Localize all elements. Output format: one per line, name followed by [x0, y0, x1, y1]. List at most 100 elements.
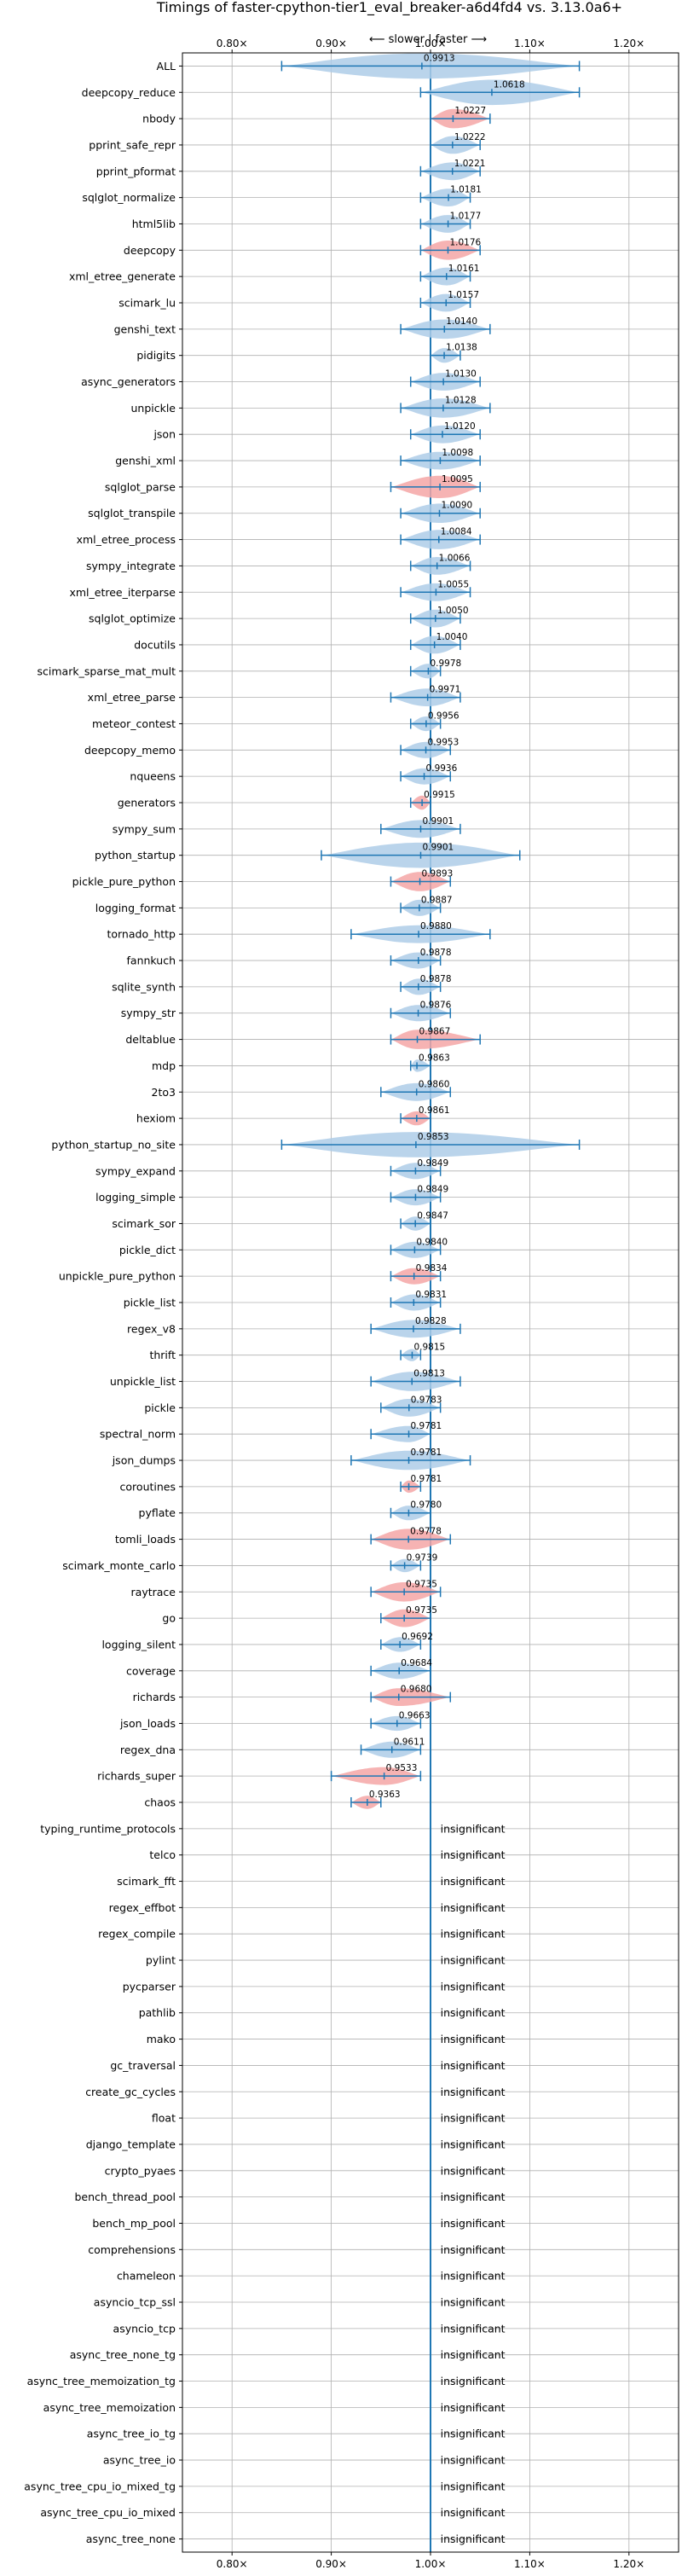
x-tick-label-top: 1.00× [415, 38, 447, 49]
insignificant-label: insignificant [441, 2138, 506, 2150]
value-label: 0.9831 [415, 1290, 447, 1300]
benchmark-label: mako [147, 2033, 176, 2045]
benchmark-label: json_loads [119, 1717, 176, 1730]
benchmark-label: docutils [134, 638, 176, 651]
value-label: 0.9735 [406, 1579, 437, 1589]
value-label: 0.9847 [417, 1210, 448, 1221]
value-label: 1.0181 [450, 185, 482, 195]
value-label: 0.9781 [411, 1474, 442, 1484]
benchmark-label: typing_runtime_protocols [40, 1822, 176, 1835]
benchmark-label: deepcopy_memo [84, 744, 176, 757]
value-label: 0.9880 [420, 921, 452, 931]
benchmark-label: async_tree_memoization_tg [27, 2375, 176, 2387]
insignificant-label: insignificant [441, 2375, 506, 2387]
value-label: 0.9828 [415, 1316, 447, 1326]
insignificant-label: insignificant [441, 2270, 506, 2283]
benchmark-label: create_gc_cycles [85, 2086, 176, 2098]
value-label: 0.9533 [386, 1763, 418, 1773]
benchmark-label: chameleon [117, 2270, 176, 2283]
insignificant-label: insignificant [441, 2348, 506, 2361]
insignificant-label: insignificant [441, 2532, 506, 2545]
benchmark-label: asyncio_tcp_ssl [94, 2296, 176, 2309]
benchmark-label: bench_thread_pool [74, 2190, 176, 2203]
insignificant-label: insignificant [441, 1980, 506, 1993]
benchmark-label: async_generators [81, 375, 176, 388]
value-label: 1.0161 [448, 264, 480, 274]
benchmark-label: sqlglot_transpile [88, 507, 176, 519]
benchmark-label: go [162, 1612, 176, 1625]
value-label: 0.9978 [430, 659, 461, 669]
benchmark-label: json [153, 428, 176, 441]
value-label: 0.9863 [419, 1053, 450, 1063]
value-label: 0.9853 [418, 1132, 449, 1142]
value-label: 0.9840 [416, 1237, 448, 1247]
benchmark-label: coverage [126, 1664, 176, 1677]
benchmark-label: richards_super [97, 1770, 176, 1783]
benchmark-label: xml_etree_iterparse [69, 586, 176, 599]
benchmark-label: hexiom [136, 1112, 176, 1125]
benchmark-label: async_tree_cpu_io_mixed_tg [24, 2480, 176, 2492]
benchmark-label: sympy_str [121, 1007, 176, 1019]
value-label: 0.9901 [422, 816, 454, 827]
benchmark-label: scimark_sor [112, 1217, 176, 1230]
benchmark-label: mdp [152, 1059, 176, 1072]
benchmark-label: pathlib [139, 2006, 176, 2019]
benchmark-label: 2to3 [152, 1086, 176, 1099]
benchmark-label: coroutines [120, 1480, 176, 1493]
benchmark-label: pickle_list [124, 1297, 176, 1309]
value-label: 1.0090 [441, 501, 472, 511]
value-label: 0.9915 [424, 790, 455, 800]
value-label: 0.9783 [411, 1395, 442, 1405]
value-label: 0.9913 [424, 53, 455, 63]
value-label: 0.9861 [419, 1105, 450, 1116]
benchmark-label: sympy_sum [113, 822, 176, 835]
benchmark-label: pickle [144, 1401, 176, 1414]
benchmark-label: pyflate [139, 1506, 176, 1519]
benchmark-label: sqlglot_parse [105, 480, 176, 493]
benchmark-label: pprint_pformat [96, 165, 176, 177]
benchmark-label: comprehensions [88, 2243, 176, 2256]
value-label: 0.9684 [401, 1658, 432, 1668]
insignificant-label: insignificant [441, 1901, 506, 1914]
value-label: 0.9860 [419, 1079, 450, 1089]
benchmark-label: gc_traversal [110, 2059, 176, 2072]
insignificant-label: insignificant [441, 2086, 506, 2098]
insignificant-label: insignificant [441, 2006, 506, 2019]
benchmark-label: deepcopy [124, 244, 176, 257]
benchmark-label: xml_etree_generate [69, 270, 176, 283]
chart-title: Timings of faster-cpython-tier1_eval_bre… [156, 0, 622, 16]
benchmark-label: raytrace [131, 1586, 176, 1598]
benchmark-label: asyncio_tcp [113, 2322, 176, 2335]
insignificant-label: insignificant [441, 2296, 506, 2309]
benchmark-label: python_startup_no_site [51, 1138, 176, 1151]
insignificant-label: insignificant [441, 1848, 506, 1861]
value-label: 0.9849 [417, 1185, 448, 1195]
insignificant-label: insignificant [441, 1822, 506, 1835]
value-label: 0.9953 [428, 737, 459, 747]
benchmark-label: spectral_norm [100, 1428, 176, 1441]
value-label: 1.0050 [437, 606, 469, 616]
value-label: 0.9692 [402, 1632, 433, 1642]
benchmark-label: richards [133, 1691, 176, 1703]
benchmark-label: scimark_lu [118, 297, 176, 310]
insignificant-label: insignificant [441, 2454, 506, 2467]
value-label: 0.9363 [369, 1790, 401, 1800]
insignificant-label: insignificant [441, 2480, 506, 2492]
insignificant-label: insignificant [441, 2401, 506, 2414]
x-tick-label-bottom: 1.00× [415, 2558, 447, 2570]
benchmark-label: sqlite_synth [112, 980, 176, 993]
benchmark-label: fannkuch [127, 954, 176, 967]
benchmark-label: async_tree_none_tg [70, 2348, 176, 2361]
benchmark-label: chaos [144, 1796, 176, 1809]
insignificant-label: insignificant [441, 2217, 506, 2230]
benchmark-label: unpickle_list [110, 1375, 176, 1388]
value-label: 1.0138 [446, 343, 477, 353]
value-label: 1.0157 [448, 290, 479, 300]
benchmark-label: regex_dna [120, 1743, 176, 1756]
x-tick-label-bottom: 1.10× [514, 2558, 546, 2570]
x-tick-label-bottom: 0.80× [217, 2558, 248, 2570]
value-label: 0.9834 [416, 1263, 448, 1273]
value-label: 0.9739 [407, 1552, 438, 1563]
benchmark-label: json_dumps [112, 1454, 176, 1467]
value-label: 1.0227 [454, 106, 486, 116]
